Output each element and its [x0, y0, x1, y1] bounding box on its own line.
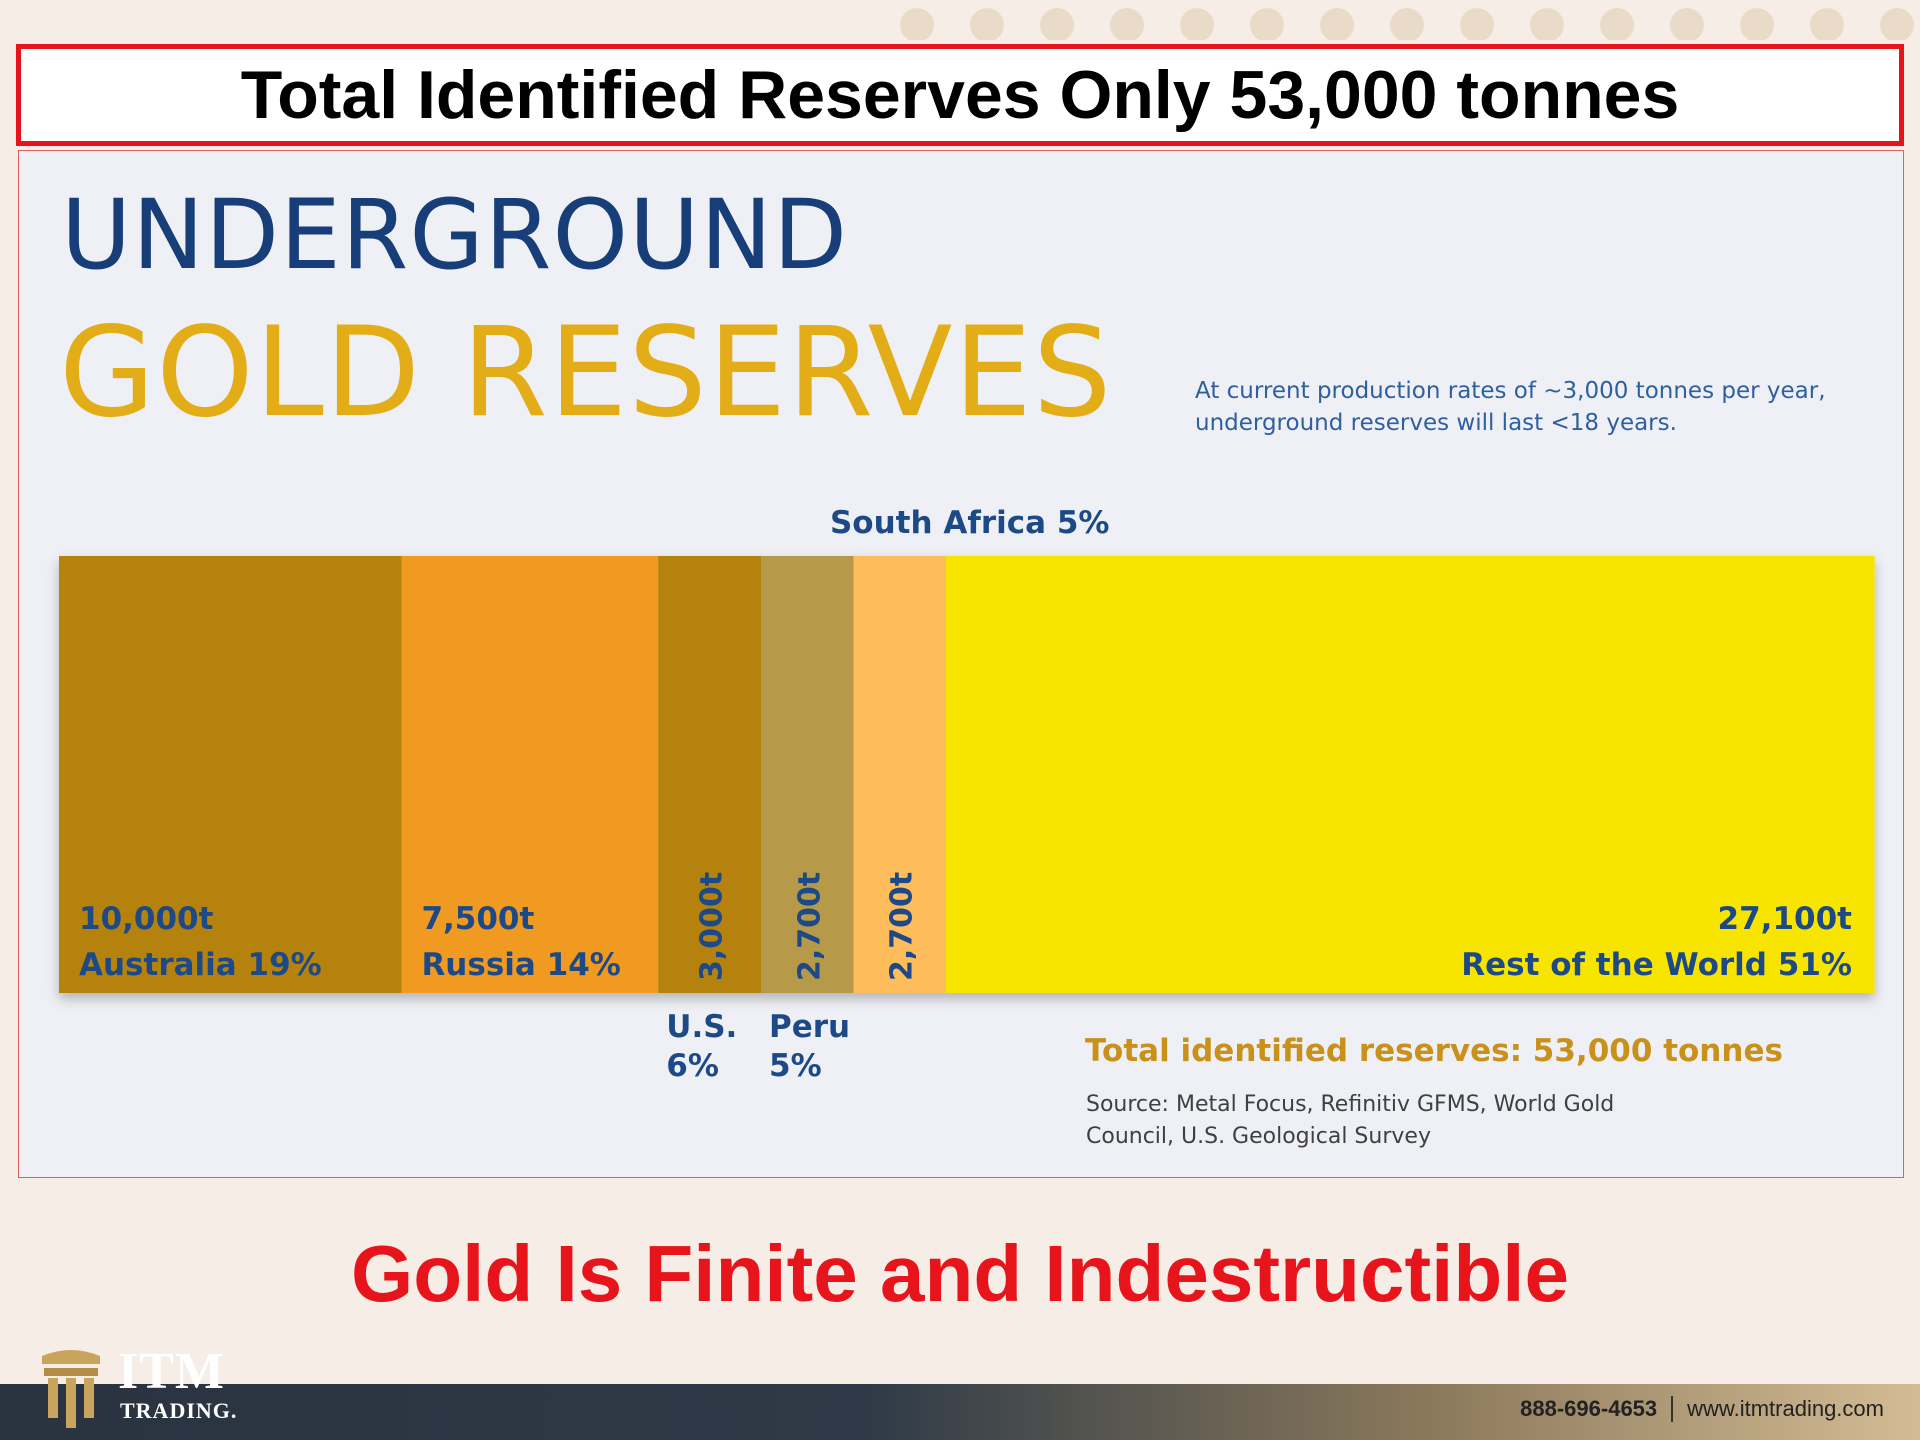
title-banner: Total Identified Reserves Only 53,000 to… — [16, 44, 1904, 146]
heading-gold-reserves: GOLD RESERVES — [59, 301, 1113, 445]
bar-australia — [59, 556, 403, 993]
category-label-australia: Australia 19% — [79, 947, 322, 983]
value-label-u-s: 3,000t — [695, 872, 730, 981]
brand-subtitle: TRADING. — [120, 1398, 238, 1423]
value-label-rest-of-the-world: 27,100t — [1718, 901, 1853, 937]
value-label-russia: 7,500t — [421, 901, 534, 937]
phone-number[interactable]: 888-696-4653 — [1520, 1396, 1658, 1421]
footer-bar — [0, 1384, 1920, 1440]
total-reserves-label: Total identified reserves: 53,000 tonnes — [1085, 1033, 1783, 1069]
category-label-rest-of-the-world: Rest of the World 51% — [1461, 947, 1852, 983]
bar-rest-of-the-world — [946, 556, 1875, 993]
reserves-chart: 10,000t Australia 19% 7,500t Russia 14% 3,00… — [59, 505, 1875, 1084]
tagline: Gold Is Finite and Indestructible — [351, 1229, 1569, 1318]
header-decoration — [860, 0, 1920, 40]
pct-label-peru: 5% — [769, 1048, 822, 1084]
value-label-australia: 10,000t — [79, 901, 214, 937]
value-label-south-africa: 2,700t — [885, 872, 920, 981]
source-note: Source: Metal Focus, Refinitiv GFMS, Wor… — [1086, 1092, 1615, 1149]
category-label-russia: Russia 14% — [421, 947, 620, 983]
itm-logo-icon — [42, 1350, 100, 1428]
bar-russia — [401, 556, 659, 993]
contact-info: 888-696-4653 www.itmtrading.com — [1520, 1396, 1884, 1422]
divider — [1671, 1396, 1674, 1422]
category-label-u-s: U.S. — [666, 1009, 737, 1045]
category-label-peru: Peru — [769, 1009, 850, 1045]
production-note: At current production rates of ~3,000 to… — [1195, 378, 1826, 436]
website-link[interactable]: www.itmtrading.com — [1687, 1396, 1884, 1421]
bar-peru — [761, 556, 855, 993]
value-label-peru: 2,700t — [792, 872, 827, 981]
category-label-south-africa: South Africa 5% — [830, 505, 1109, 541]
pct-label-u-s: 6% — [666, 1048, 719, 1084]
bar-south-africa — [853, 556, 947, 993]
page-title: Total Identified Reserves Only 53,000 to… — [240, 57, 1680, 133]
heading-underground: UNDERGROUND — [61, 179, 849, 291]
bar-u-s — [658, 556, 762, 993]
brand-name: ITM — [118, 1343, 225, 1400]
infographic-panel: UNDERGROUND GOLD RESERVES At current pro… — [18, 150, 1904, 1178]
